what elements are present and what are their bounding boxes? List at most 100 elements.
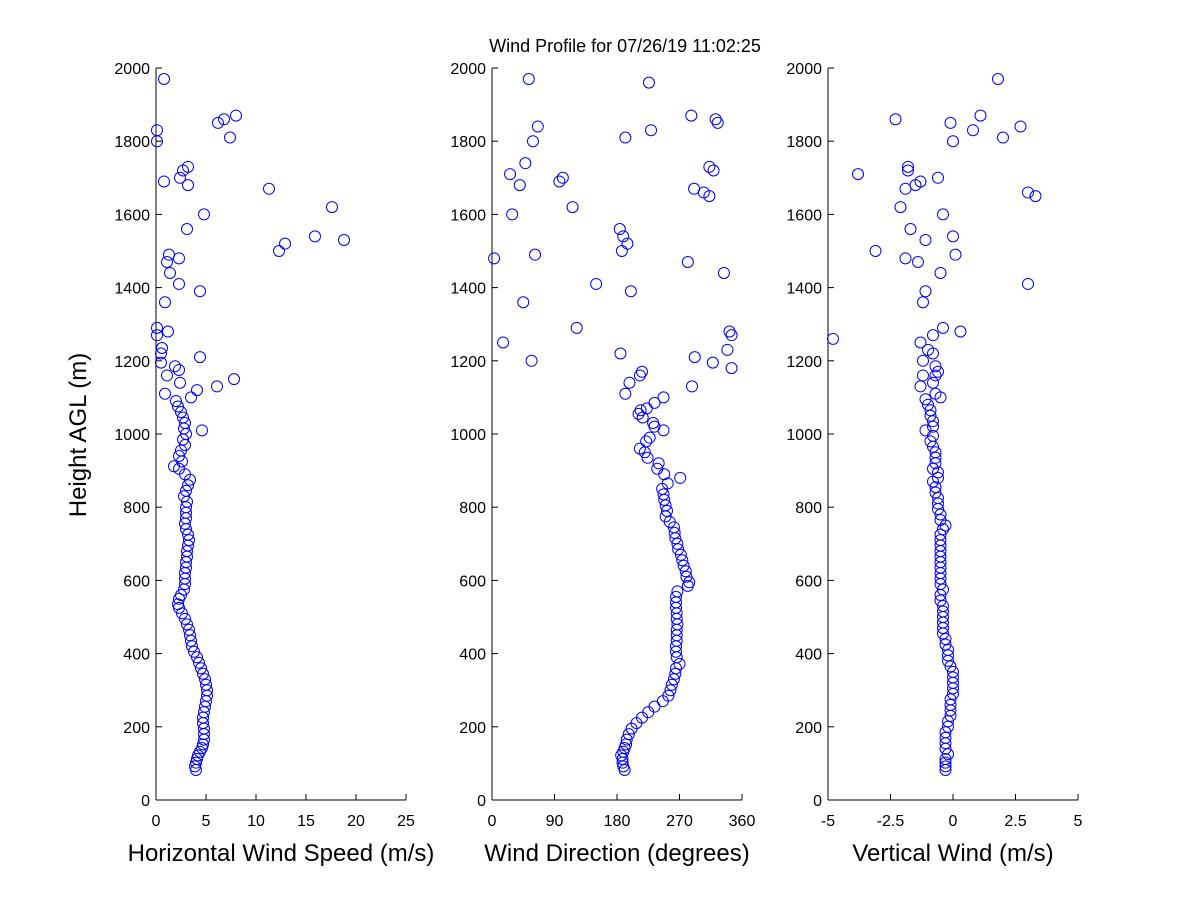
x-tick-label: 15	[297, 813, 315, 830]
x-tick-label: 2.5	[1004, 813, 1026, 830]
data-point	[924, 404, 937, 417]
data-point	[992, 72, 1004, 85]
data-point	[173, 363, 185, 376]
data-point	[937, 605, 949, 618]
data-point	[590, 277, 603, 290]
data-point	[188, 645, 200, 658]
data-point	[937, 600, 949, 613]
data-point	[570, 321, 583, 334]
data-point	[922, 398, 934, 411]
x-tick-label: 0	[152, 813, 161, 830]
data-point	[338, 234, 350, 247]
axes-vertical-wind: 0 200 400 600 800 1000 1200 1400 1600 1800 2000 -5 -…	[786, 61, 1082, 830]
data-point	[173, 277, 185, 290]
data-point	[683, 576, 696, 589]
data-point	[914, 175, 927, 188]
data-point	[633, 442, 646, 455]
data-point	[673, 657, 686, 670]
data-point	[526, 135, 539, 148]
data-point	[617, 230, 630, 243]
data-point	[194, 285, 206, 298]
data-point	[183, 623, 195, 636]
data-point	[180, 484, 192, 497]
data-point	[869, 245, 882, 257]
data-point	[191, 753, 203, 766]
data-point	[224, 131, 236, 144]
y-tick-label: 1400	[114, 281, 150, 298]
data-point	[175, 406, 187, 419]
data-point	[200, 678, 212, 691]
data-point	[173, 449, 185, 462]
data-point	[531, 120, 544, 133]
data-point	[197, 738, 209, 751]
data-point	[974, 109, 987, 122]
data-point	[619, 387, 632, 400]
data-point	[932, 497, 944, 510]
data-point	[621, 237, 634, 250]
data-point	[917, 369, 929, 382]
data-point	[212, 116, 224, 129]
data-point	[184, 629, 196, 642]
data-point	[525, 354, 538, 367]
y-tick-label: 200	[795, 720, 822, 737]
data-point	[688, 351, 701, 364]
data-point	[199, 673, 211, 686]
data-point	[163, 248, 175, 261]
data-point	[197, 667, 209, 680]
data-point	[175, 589, 187, 602]
data-point	[917, 296, 929, 309]
data-point	[939, 760, 952, 773]
x-tick-label: -2.5	[877, 813, 905, 830]
y-tick-label: 1000	[114, 427, 150, 444]
data-point	[181, 223, 193, 236]
data-point	[613, 223, 626, 236]
data-point	[191, 384, 203, 397]
data-point	[661, 504, 673, 517]
data-point	[949, 248, 962, 261]
data-point	[1014, 120, 1027, 133]
data-point	[640, 402, 653, 415]
data-point	[218, 113, 230, 126]
data-point	[681, 255, 694, 268]
data-point	[937, 523, 949, 536]
data-point	[934, 528, 947, 541]
y-tick-label: 2000	[450, 61, 486, 78]
data-point	[309, 230, 321, 243]
data-point	[919, 424, 932, 437]
data-point	[1022, 186, 1034, 199]
data-point	[228, 373, 240, 386]
data-point	[706, 356, 719, 369]
data-point	[937, 321, 949, 334]
data-point	[686, 380, 698, 393]
data-point	[211, 380, 223, 393]
data-point	[934, 514, 947, 527]
data-point	[902, 164, 914, 177]
data-point	[914, 380, 927, 393]
data-point	[942, 748, 954, 761]
data-point	[179, 417, 191, 430]
data-point	[914, 336, 927, 349]
data-point	[674, 471, 687, 484]
data-point	[170, 395, 182, 408]
data-point	[927, 415, 939, 428]
data-point	[919, 285, 932, 298]
data-point	[195, 662, 207, 675]
data-point	[676, 554, 689, 567]
data-point	[929, 446, 942, 459]
data-point	[522, 72, 535, 85]
x-axis-label-wind-direction: Wind Direction (degrees)	[484, 840, 749, 867]
data-point	[190, 756, 202, 769]
y-tick-label: 600	[123, 573, 150, 590]
data-point	[967, 124, 979, 137]
data-point	[677, 559, 690, 572]
data-point	[932, 471, 944, 484]
data-point	[556, 171, 569, 184]
data-point	[665, 678, 678, 691]
data-point	[934, 534, 947, 547]
data-point	[919, 234, 932, 247]
data-point	[624, 285, 637, 298]
axes-horizontal-wind-speed: 0 200 400 600 800 1000 1200 1400 1600 1800 2000 0 5 1…	[114, 61, 415, 830]
data-point	[717, 266, 730, 279]
x-tick-label: -5	[821, 813, 835, 830]
